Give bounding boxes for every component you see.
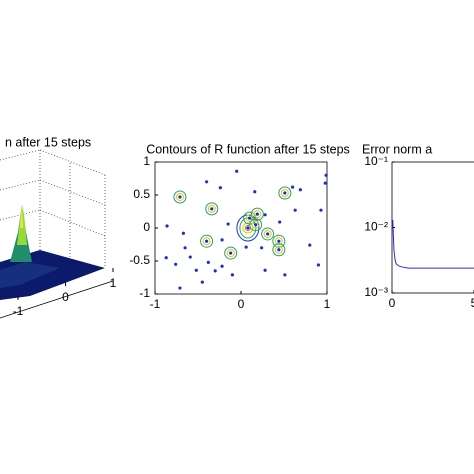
contour: [200, 234, 214, 248]
chart-title: n after 15 steps: [5, 135, 91, 149]
contour: [261, 227, 275, 241]
point: [248, 216, 252, 220]
point: [213, 269, 217, 273]
point: [263, 268, 267, 272]
contour: [272, 234, 286, 248]
point: [277, 248, 281, 252]
point: [266, 232, 270, 236]
point: [263, 213, 267, 217]
point: [165, 224, 169, 228]
x-tick-label: -1: [13, 304, 24, 318]
point: [226, 222, 230, 226]
contour: [251, 220, 260, 229]
point: [254, 223, 258, 227]
point: [293, 208, 297, 212]
point: [244, 245, 248, 249]
point: [183, 246, 187, 250]
contour: [263, 229, 272, 238]
point: [229, 251, 233, 255]
line: [392, 220, 474, 269]
x-tick-label: 0: [389, 296, 396, 310]
point: [278, 220, 282, 224]
point: [298, 188, 302, 192]
contour: [280, 189, 289, 198]
contour: [249, 218, 263, 232]
point: [205, 180, 209, 184]
point: [291, 185, 295, 189]
x-tick-label: 5: [471, 296, 474, 310]
surface-box: [0, 149, 106, 268]
point: [188, 255, 192, 259]
contour: [274, 245, 283, 254]
axes-box: [154, 161, 328, 295]
point: [319, 208, 323, 212]
contour: [202, 237, 211, 246]
point: [246, 226, 250, 230]
point: [181, 231, 185, 235]
contour: [224, 246, 238, 260]
point: [164, 256, 168, 260]
point: [323, 181, 327, 185]
y-tick-label: 10⁻²: [364, 220, 388, 234]
contour: [242, 222, 254, 234]
contour: [253, 210, 262, 219]
contour: [205, 202, 219, 216]
y-tick-label: -0.5: [129, 253, 150, 267]
point: [260, 246, 264, 250]
surface: [0, 205, 105, 300]
point: [277, 239, 281, 243]
y-tick-label: 10⁻³: [364, 285, 388, 299]
point: [210, 207, 214, 211]
point: [283, 273, 287, 277]
y-tick-label: 10⁻¹: [364, 154, 388, 168]
contour: [226, 249, 235, 258]
contour: [173, 190, 187, 204]
point: [218, 186, 222, 190]
point: [206, 260, 210, 264]
point: [220, 264, 224, 268]
x-tick-label: -1: [150, 297, 161, 311]
y-tick-label: 0.5: [133, 187, 150, 201]
point: [174, 262, 178, 266]
x-tick-label: 1: [110, 276, 117, 290]
surface-axis: [0, 280, 114, 319]
x-tick-label: 0: [62, 290, 69, 304]
point: [316, 263, 320, 267]
point: [220, 238, 224, 242]
contour: [175, 192, 184, 201]
point: [283, 191, 287, 195]
y-tick-label: 0: [143, 220, 150, 234]
point: [205, 239, 209, 243]
contour: [250, 207, 264, 221]
y-tick-label: 1: [143, 154, 150, 168]
chart-title: Error norm a: [362, 142, 432, 156]
point: [235, 169, 239, 173]
x-tick-label: 0: [238, 297, 245, 311]
point: [324, 173, 328, 177]
point: [178, 286, 182, 290]
point: [253, 190, 257, 194]
y-tick-label: -1: [139, 286, 150, 300]
axes-box: [391, 161, 474, 294]
point: [308, 243, 312, 247]
point: [230, 273, 234, 277]
x-tick-label: 1: [324, 297, 331, 311]
point: [194, 268, 198, 272]
point: [200, 280, 204, 284]
point: [255, 212, 259, 216]
contour: [207, 204, 216, 213]
contour: [274, 237, 283, 246]
point: [178, 195, 182, 199]
contour: [278, 186, 292, 200]
chart-title: Contours of R function after 15 steps: [146, 142, 350, 156]
contour: [272, 243, 286, 257]
